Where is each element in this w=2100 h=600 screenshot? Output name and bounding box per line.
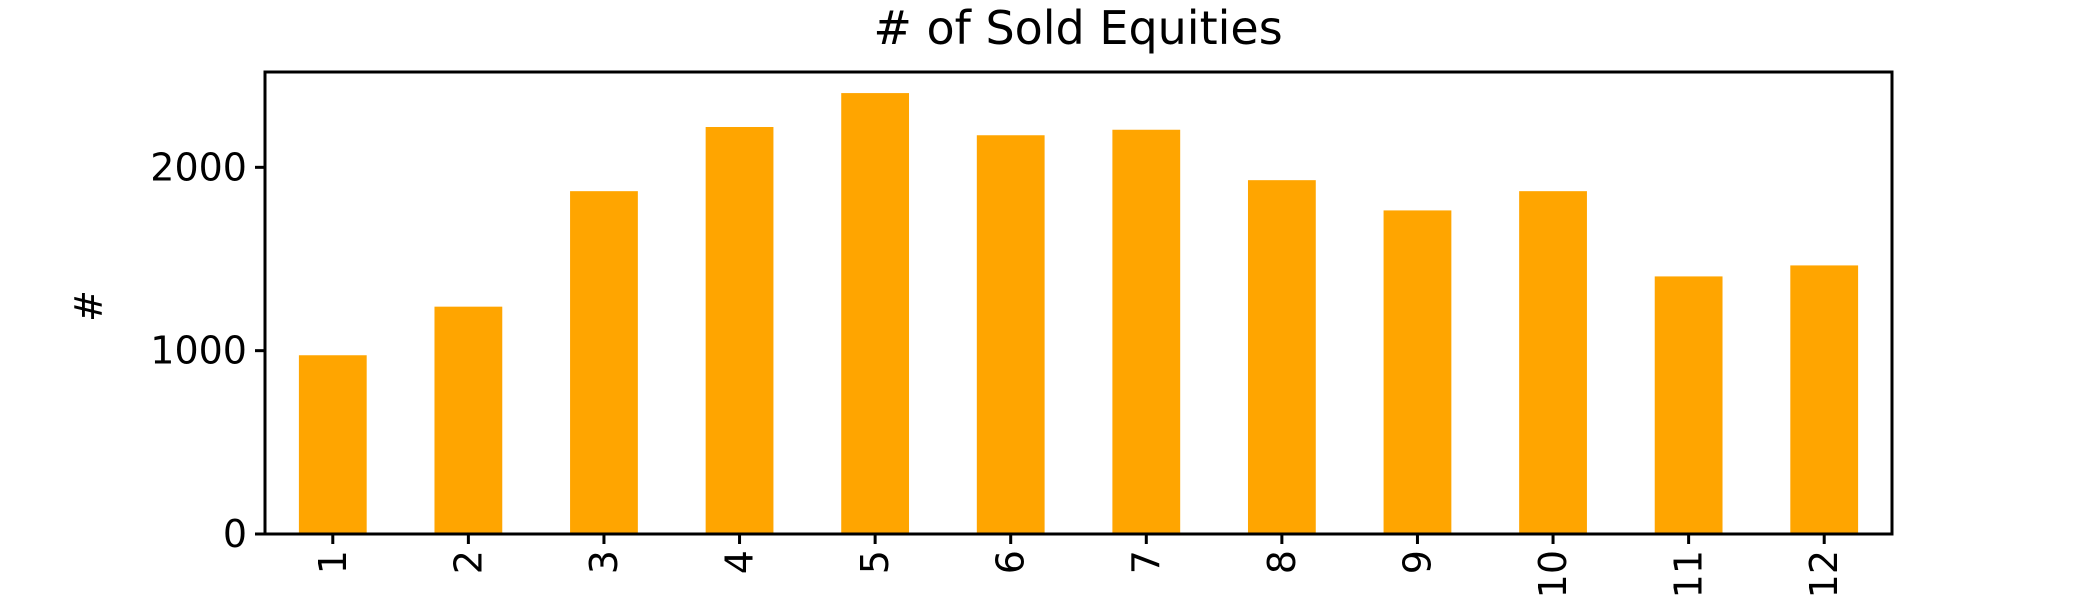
bar-10	[1519, 191, 1587, 534]
x-tick-label-3: 3	[582, 550, 626, 574]
bar-4	[705, 127, 774, 534]
bar-7	[1112, 129, 1181, 534]
bar-6	[976, 135, 1045, 534]
y-tick-label-0: 0	[223, 512, 247, 556]
x-tick-label-11: 11	[1667, 550, 1711, 598]
x-tick-label-2: 2	[446, 550, 490, 574]
x-tick-label-7: 7	[1124, 550, 1168, 574]
y-ticks-group: 0 1000 2000	[150, 145, 265, 556]
bar-12	[1790, 265, 1859, 534]
x-tick-label-12: 12	[1802, 550, 1846, 598]
x-ticks-group: 1 2 3 4 5 6 7 8 9 10 11 12	[311, 534, 1846, 598]
x-tick-label-6: 6	[989, 550, 1033, 574]
y-tick-label-1000: 1000	[150, 329, 247, 373]
bar-9	[1383, 210, 1452, 534]
y-axis-label: #	[67, 290, 111, 322]
x-tick-label-1: 1	[311, 550, 355, 574]
x-tick-label-4: 4	[718, 550, 762, 574]
x-tick-label-8: 8	[1260, 550, 1304, 574]
x-tick-label-9: 9	[1395, 550, 1439, 574]
chart-title: # of Sold Equities	[873, 1, 1282, 55]
bar-2	[434, 306, 503, 534]
bar-5	[841, 93, 910, 534]
bar-8	[1247, 180, 1316, 534]
y-tick-label-2000: 2000	[150, 145, 247, 189]
bar-11	[1654, 276, 1723, 534]
bars-group	[298, 93, 1859, 534]
bar-3	[570, 191, 638, 534]
plot-frame	[263, 70, 1894, 536]
bar-1	[298, 355, 367, 534]
x-tick-label-5: 5	[853, 550, 897, 574]
x-tick-label-10: 10	[1531, 550, 1575, 598]
